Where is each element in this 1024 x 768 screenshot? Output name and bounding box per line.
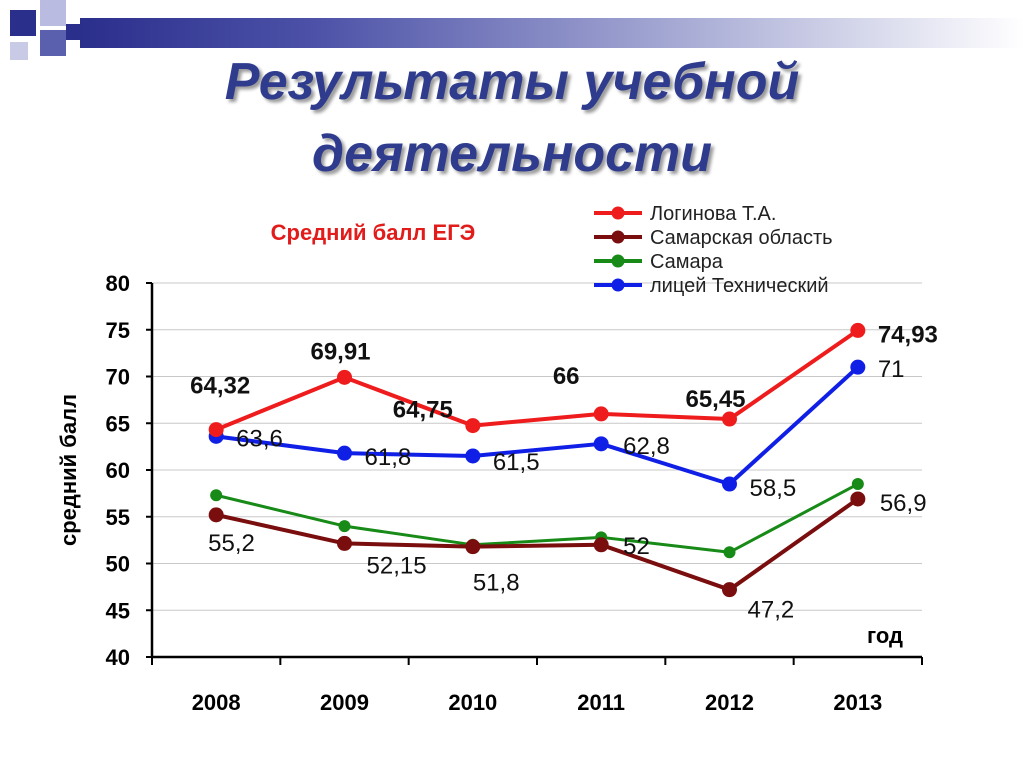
legend-item-label: Самарская область bbox=[650, 227, 833, 249]
data-label: 61,5 bbox=[493, 449, 540, 476]
data-point bbox=[722, 582, 737, 598]
legend-swatch-marker bbox=[611, 230, 625, 244]
legend-item-label: Логинова Т.А. bbox=[650, 203, 776, 225]
data-label: 63,6 bbox=[236, 425, 283, 452]
y-tick-label: 60 bbox=[106, 458, 130, 483]
legend-swatch-marker bbox=[611, 278, 625, 292]
data-label: 64,75 bbox=[393, 397, 453, 424]
x-tick-label: 2010 bbox=[448, 690, 497, 715]
data-label: 55,2 bbox=[208, 530, 255, 557]
data-point bbox=[723, 546, 736, 559]
data-point bbox=[337, 369, 352, 385]
data-label: 51,8 bbox=[473, 570, 520, 597]
legend-item-label: Самара bbox=[650, 251, 724, 273]
chart-title: Средний балл ЕГЭ bbox=[271, 220, 476, 245]
data-point bbox=[722, 476, 737, 492]
series-line bbox=[215, 328, 859, 432]
y-tick-label: 80 bbox=[106, 271, 130, 296]
data-label: 69,91 bbox=[310, 338, 370, 365]
x-tick-label: 2008 bbox=[192, 690, 241, 715]
data-point bbox=[465, 539, 481, 555]
data-point bbox=[208, 422, 224, 438]
series-line bbox=[215, 365, 860, 487]
slide-title-line1: Результаты учебной bbox=[224, 53, 800, 111]
y-tick-label: 70 bbox=[106, 365, 130, 390]
x-axis-label: год bbox=[867, 623, 903, 648]
series-line bbox=[215, 497, 859, 592]
data-label: 61,8 bbox=[365, 444, 412, 471]
data-label: 65,45 bbox=[685, 386, 745, 413]
decor-square bbox=[40, 0, 66, 26]
legend-swatch-marker bbox=[611, 206, 625, 220]
decor-square bbox=[10, 10, 36, 36]
data-label: 58,5 bbox=[750, 475, 797, 502]
data-point bbox=[465, 448, 481, 464]
y-tick-label: 40 bbox=[106, 645, 130, 670]
x-tick-label: 2013 bbox=[833, 690, 882, 715]
data-point bbox=[210, 489, 223, 502]
y-tick-label: 75 bbox=[106, 318, 130, 343]
y-tick-label: 45 bbox=[106, 598, 130, 623]
decor-square bbox=[10, 42, 28, 60]
data-point bbox=[337, 445, 352, 461]
y-tick-label: 50 bbox=[106, 552, 130, 577]
chart-data-labels: 64,32 69,91 64,75 66 65,45 74,93 55,2 52,15 51,8… bbox=[190, 321, 938, 623]
data-point bbox=[850, 491, 866, 507]
data-point bbox=[850, 322, 866, 338]
chart-legend: Логинова Т.А.Самарская областьСамаралице… bbox=[594, 203, 833, 297]
data-point bbox=[338, 520, 351, 533]
slide-title-line2: деятельности bbox=[311, 125, 713, 183]
x-axis-ticks: 2008 2009 2010 2011 2012 2013 bbox=[151, 657, 923, 715]
data-label: 71 bbox=[878, 356, 905, 383]
data-point bbox=[850, 359, 866, 375]
data-label: 52 bbox=[623, 533, 650, 560]
data-point bbox=[593, 537, 609, 553]
data-point bbox=[465, 418, 481, 434]
data-point bbox=[208, 507, 224, 523]
header-gradient-bar bbox=[80, 18, 1024, 48]
data-label: 47,2 bbox=[748, 597, 795, 624]
y-axis-ticks: 40 45 50 55 60 65 70 75 80 bbox=[106, 271, 152, 670]
data-point bbox=[722, 411, 737, 427]
data-label: 56,9 bbox=[880, 490, 927, 517]
legend-item-label: лицей Технический bbox=[650, 275, 829, 297]
x-tick-label: 2012 bbox=[705, 690, 754, 715]
x-tick-label: 2009 bbox=[320, 690, 369, 715]
data-point bbox=[337, 535, 352, 551]
decor-square bbox=[66, 24, 82, 40]
data-label: 52,15 bbox=[367, 552, 427, 579]
data-label: 74,93 bbox=[878, 321, 938, 348]
y-tick-label: 65 bbox=[106, 411, 130, 436]
decor-square bbox=[40, 30, 66, 56]
series-line bbox=[215, 482, 859, 554]
y-axis-label: средний балл bbox=[56, 394, 81, 546]
y-tick-label: 55 bbox=[106, 505, 130, 530]
data-point bbox=[593, 406, 609, 422]
x-tick-label: 2011 bbox=[577, 690, 625, 715]
data-label: 64,32 bbox=[190, 373, 250, 400]
data-label: 62,8 bbox=[623, 433, 670, 460]
chart-series-lines bbox=[208, 322, 866, 598]
data-point bbox=[593, 436, 609, 452]
data-point bbox=[851, 478, 864, 491]
data-label: 66 bbox=[553, 363, 580, 390]
legend-swatch-marker bbox=[611, 254, 625, 268]
